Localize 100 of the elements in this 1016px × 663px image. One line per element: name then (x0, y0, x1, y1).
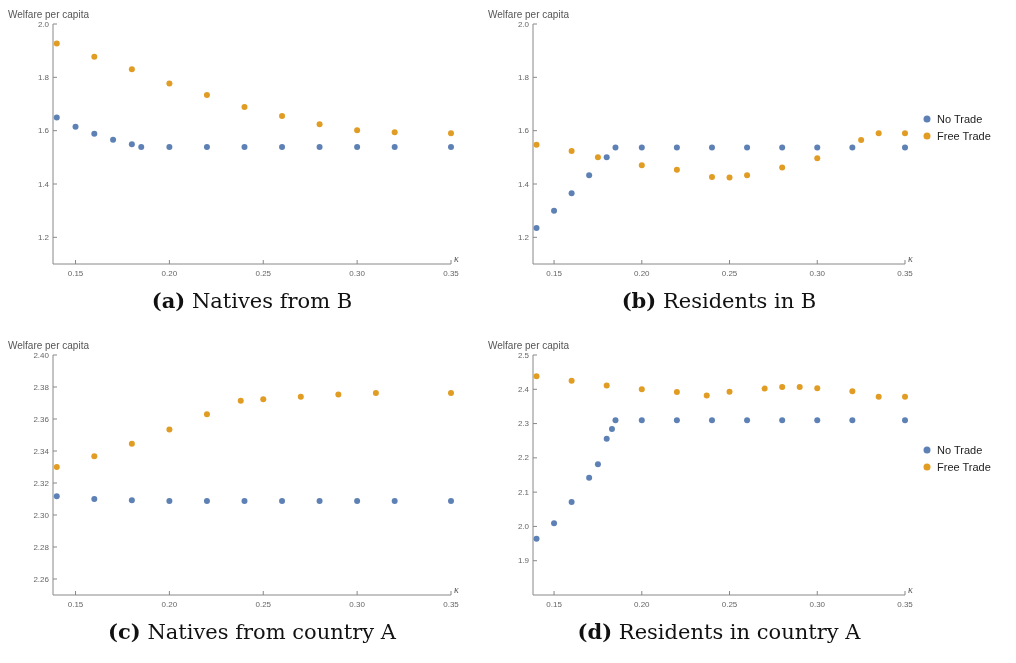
point (53, 40, 60, 47)
point (744, 172, 751, 179)
x-tick-label: 0.15 (67, 269, 84, 278)
point (91, 53, 98, 60)
point (638, 144, 645, 151)
y-tick-label: 2.5 (517, 350, 530, 360)
x-tick-label: 0.30 (349, 269, 366, 278)
y-tick-label: 1.8 (37, 72, 50, 82)
point (638, 162, 645, 169)
point (354, 497, 361, 504)
point (673, 144, 680, 151)
legend-label: No Trade (937, 443, 983, 456)
point (448, 143, 454, 150)
x-tick-label: 0.20 (161, 600, 178, 609)
point (279, 497, 286, 504)
point (603, 435, 610, 442)
x-tick-label: 0.25 (721, 600, 738, 609)
point (53, 464, 60, 470)
y-axis-title: Welfare per capita (488, 9, 570, 20)
y-tick-label: 2.1 (517, 487, 530, 497)
y-tick-label: 1.2 (517, 232, 530, 242)
y-tick-label: 2.26 (33, 574, 50, 584)
point (391, 143, 398, 150)
y-tick-label: 1.9 (517, 556, 530, 566)
x-tick-label: 0.20 (634, 269, 651, 278)
point (316, 121, 323, 128)
point (237, 397, 244, 404)
point (533, 225, 540, 231)
point (744, 417, 751, 424)
point (726, 174, 733, 181)
point (796, 383, 803, 390)
point (779, 144, 786, 151)
x-tick-label: 0.15 (67, 600, 84, 609)
point (814, 155, 821, 162)
point (594, 154, 601, 161)
point (203, 91, 210, 98)
point (448, 497, 454, 504)
point (354, 143, 361, 150)
point (849, 388, 856, 395)
point (858, 137, 865, 143)
legend-label: Free Trade (937, 129, 991, 142)
point (703, 392, 710, 399)
point (612, 144, 619, 151)
x-axis-title: κ (454, 584, 459, 595)
point (203, 411, 210, 418)
x-tick-label: 0.20 (634, 600, 651, 609)
point (72, 123, 79, 130)
point (53, 493, 60, 500)
point (241, 143, 248, 150)
point (814, 144, 821, 151)
y-tick-label: 2.0 (37, 19, 50, 29)
point (551, 207, 558, 214)
point (128, 440, 135, 447)
point (91, 496, 98, 502)
point (91, 130, 98, 137)
text: (c) Natives from country A (108, 619, 397, 644)
point (744, 144, 751, 151)
point (708, 417, 715, 424)
text: (b) Residents in B (621, 288, 817, 313)
point (568, 147, 575, 154)
point (448, 130, 454, 137)
point (91, 453, 98, 460)
x-tick-label: 0.20 (161, 269, 178, 278)
point (902, 130, 908, 137)
point (638, 386, 645, 393)
point (568, 377, 575, 384)
x-axis-title: κ (908, 253, 913, 264)
text: (d) Residents in country A (577, 619, 862, 644)
x-tick-label: 0.15 (546, 269, 563, 278)
point (391, 129, 398, 136)
x-axis-title: κ (454, 253, 459, 264)
y-tick-label: 2.34 (33, 446, 50, 456)
x-tick-label: 0.15 (546, 600, 563, 609)
legend-label: Free Trade (937, 460, 991, 473)
point (53, 114, 60, 121)
point (203, 497, 210, 504)
point (128, 66, 135, 73)
x-axis-title: κ (908, 584, 913, 595)
point (586, 474, 593, 481)
point (814, 385, 821, 392)
point (902, 393, 908, 400)
point (673, 417, 680, 424)
point (608, 426, 615, 433)
point (128, 141, 135, 148)
y-axis-title: Welfare per capita (488, 340, 570, 351)
point (902, 417, 908, 424)
y-tick-label: 1.6 (517, 126, 530, 136)
point (166, 143, 173, 150)
x-tick-label: 0.25 (255, 600, 272, 609)
point (673, 166, 680, 173)
point (586, 172, 593, 179)
point (316, 497, 323, 504)
point (779, 383, 786, 390)
point (241, 103, 248, 110)
point (638, 417, 645, 424)
y-tick-label: 2.28 (33, 542, 50, 552)
point (779, 164, 786, 171)
y-tick-label: 2.40 (33, 350, 50, 360)
point (726, 388, 733, 395)
point (335, 391, 342, 398)
